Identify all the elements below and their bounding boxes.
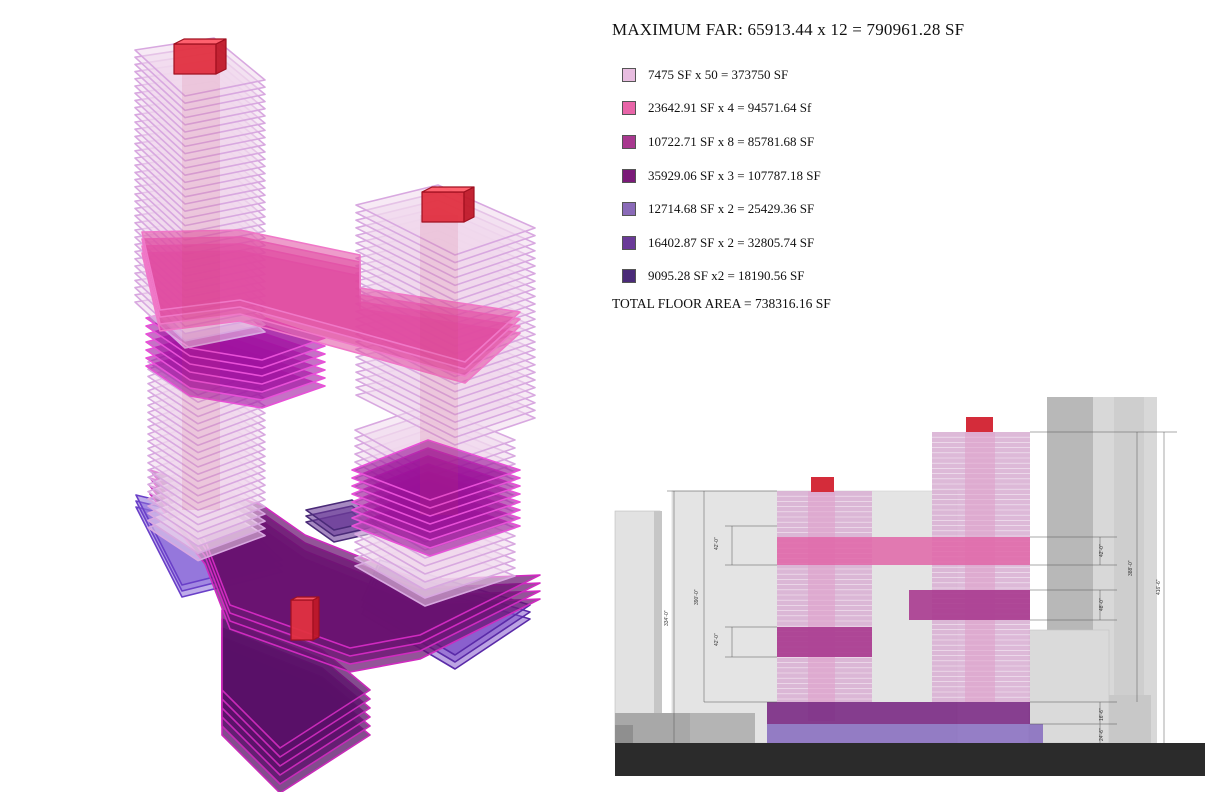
dimension-label: 24'-6" xyxy=(1099,728,1105,741)
legend-swatch xyxy=(622,202,636,217)
tower-b-core-shaft xyxy=(420,215,458,515)
legend-label: 23642.91 SF x 4 = 94571.64 Sf xyxy=(648,100,812,116)
dimension-lines xyxy=(667,431,1177,743)
legend-item: 9095.28 SF x2 = 18190.56 SF xyxy=(622,260,821,294)
context-tower xyxy=(1114,397,1144,743)
legend-swatch xyxy=(622,67,636,82)
podium-core xyxy=(290,596,320,601)
legend-label: 7475 SF x 50 = 373750 SF xyxy=(648,66,789,82)
axonometric-massing-diagram xyxy=(134,37,541,792)
elevation-section-diagram: 42'-0" 42'-0" 390'-0" 334'-0" 42'-0" 388… xyxy=(614,397,1205,776)
legend-label: 9095.28 SF x2 = 18190.56 SF xyxy=(648,268,805,284)
skybridge-slab xyxy=(141,229,521,363)
tower-b-amenity-floor xyxy=(351,439,521,501)
dimension-label: 390'-0" xyxy=(694,589,700,605)
dimension-label: 416'-6" xyxy=(1156,579,1162,595)
tower-b-rooftop-core xyxy=(966,417,993,432)
dimension-label: 388'-0" xyxy=(1128,560,1134,576)
dimension-label: 16'-6" xyxy=(1099,708,1105,721)
legend-swatch xyxy=(622,134,636,149)
dimension-label: 42'-0" xyxy=(714,537,720,550)
tower-a-rooftop-core xyxy=(173,43,217,75)
tower-a-amenity-band xyxy=(777,627,872,657)
tower-b-rooftop-core xyxy=(421,191,465,223)
legend-label: 35929.06 SF x 3 = 107787.18 SF xyxy=(648,167,821,183)
legend-swatch xyxy=(622,168,636,183)
podium-lower xyxy=(767,724,1043,743)
context-building xyxy=(1109,695,1151,743)
dimension-label: 334'-0" xyxy=(664,610,670,626)
podium-core xyxy=(312,596,320,641)
legend-label: 16402.87 SF x 2 = 32805.74 SF xyxy=(648,234,815,250)
context-building xyxy=(690,713,755,743)
legend-item: 23642.91 SF x 4 = 94571.64 Sf xyxy=(622,92,821,126)
tower-b-rooftop-core xyxy=(463,186,475,223)
legend-label: 10722.71 SF x 8 = 85781.68 SF xyxy=(648,133,815,149)
tower-a-core-shaft xyxy=(182,70,220,510)
legend-item: 7475 SF x 50 = 373750 SF xyxy=(622,58,821,92)
tower-a-rooftop-core xyxy=(811,477,834,492)
podium-upper xyxy=(767,702,1030,724)
legend-item: 16402.87 SF x 2 = 32805.74 SF xyxy=(622,226,821,260)
context-building xyxy=(614,510,661,744)
tower-b-core xyxy=(965,432,995,702)
max-far-title: MAXIMUM FAR: 65913.44 x 12 = 790961.28 S… xyxy=(612,20,965,39)
ground-plane xyxy=(615,743,1205,776)
skybridge xyxy=(872,537,1030,565)
legend-item: 10722.71 SF x 8 = 85781.68 SF xyxy=(622,125,821,159)
context-building xyxy=(654,511,662,743)
tower-a-core xyxy=(808,491,835,721)
legend-swatch xyxy=(622,101,636,116)
legend-item: 35929.06 SF x 3 = 107787.18 SF xyxy=(622,159,821,193)
podium-core xyxy=(290,599,314,641)
podium-bridge-band xyxy=(777,537,872,565)
legend-swatch xyxy=(622,269,636,284)
legend-label: 12714.68 SF x 2 = 25429.36 SF xyxy=(648,201,815,217)
context-building xyxy=(615,725,633,743)
legend-item: 12714.68 SF x 2 = 25429.36 SF xyxy=(622,192,821,226)
tower-b-amenity-band xyxy=(909,590,1030,620)
legend-swatch xyxy=(622,235,636,250)
total-floor-area: TOTAL FLOOR AREA = 738316.16 SF xyxy=(612,296,831,311)
dimension-label: 48'-0" xyxy=(1099,598,1105,611)
tower-b-rooftop-core xyxy=(421,186,475,193)
tower-a-rooftop-core xyxy=(173,38,227,45)
floor-area-legend: 7475 SF x 50 = 373750 SF 23642.91 SF x 4… xyxy=(622,58,821,293)
tower-a-rooftop-core xyxy=(215,38,227,75)
dimension-label: 42'-0" xyxy=(1099,544,1105,557)
dimension-label: 42'-0" xyxy=(714,633,720,646)
